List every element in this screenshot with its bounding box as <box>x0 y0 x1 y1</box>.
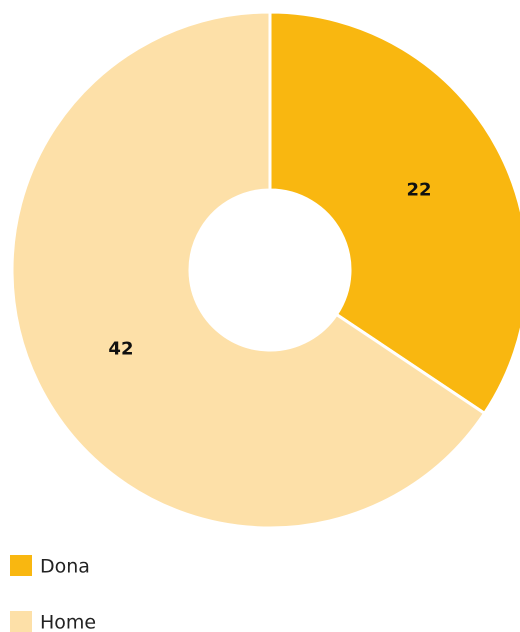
legend-label: Home <box>40 612 96 632</box>
legend-label: Dona <box>40 556 90 578</box>
value-label: 42 <box>108 339 133 360</box>
slice <box>268 10 520 416</box>
slice <box>10 10 487 530</box>
legend-swatch <box>10 611 32 632</box>
legend-swatch <box>10 555 32 576</box>
value-label: 22 <box>407 179 432 200</box>
